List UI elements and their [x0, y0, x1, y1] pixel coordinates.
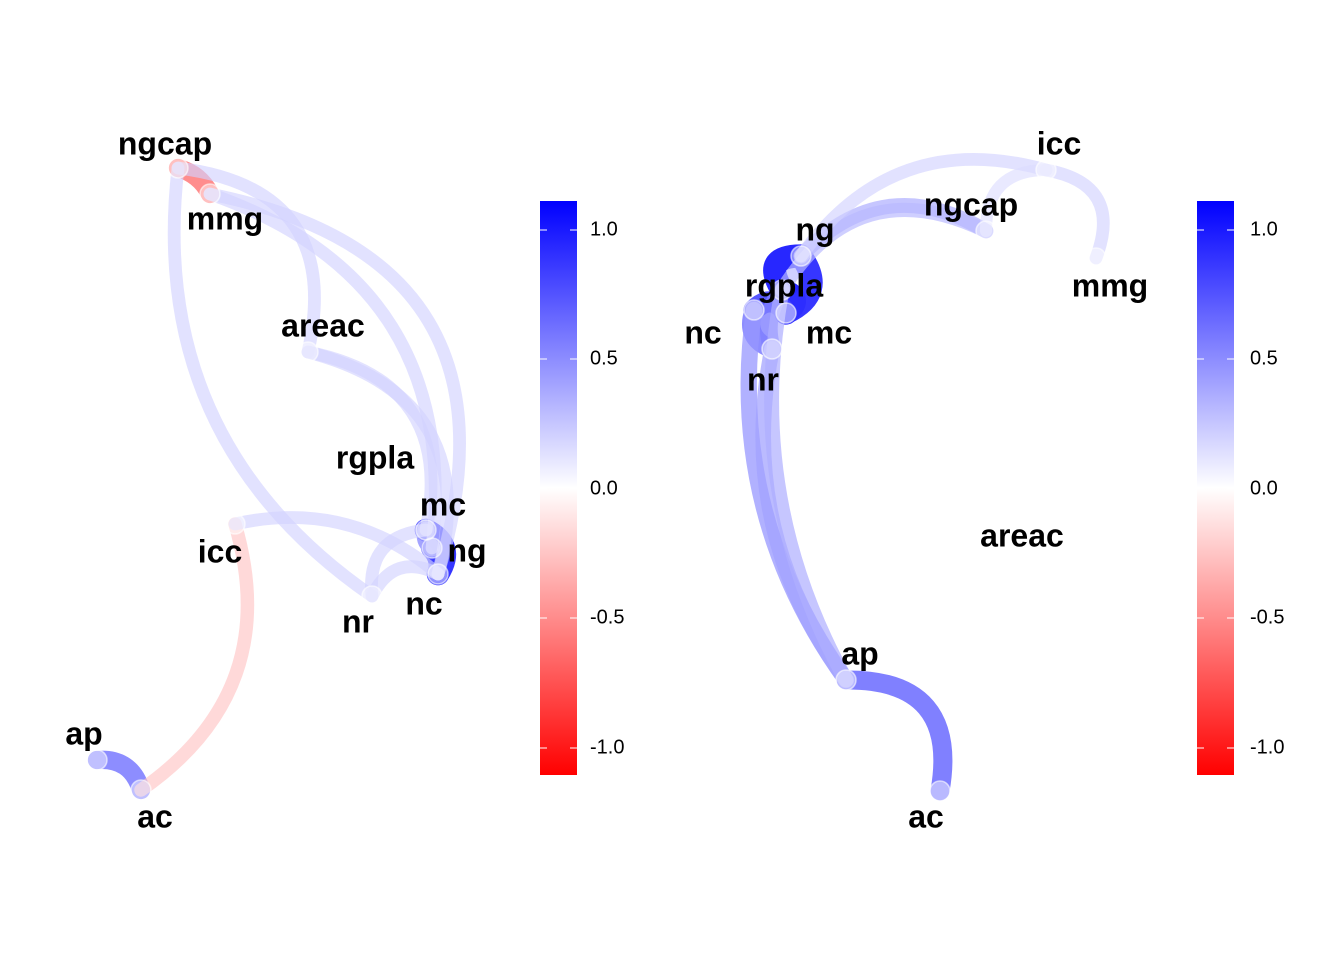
node-ngcap [167, 157, 189, 179]
node-mc [775, 302, 797, 324]
colorbar-tick-label: -0.5 [1250, 606, 1284, 628]
edge-layer [87, 158, 466, 800]
node-label-nr: nr [342, 603, 374, 639]
node-mc [415, 519, 437, 541]
edge-layer [740, 153, 1110, 801]
node-label-ngcap: ngcap [118, 125, 212, 161]
node-ac [130, 779, 152, 801]
colorbar-tick-label: 0.0 [590, 477, 618, 499]
node-areac [297, 341, 319, 363]
colorbar-tick-label: 1.0 [590, 218, 618, 240]
colorbar-tick-label: 0.0 [1250, 477, 1278, 499]
node-ngcap [975, 220, 997, 242]
node-label-mc: mc [806, 314, 852, 350]
colorbar-legend: 1.0 0.5 0.0 -0.5 -1.0 [540, 201, 624, 775]
node-ng [790, 245, 812, 267]
node-label-mmg: mmg [187, 200, 263, 236]
node-layer [743, 159, 1107, 802]
colorbar-tick-label: -1.0 [1250, 736, 1284, 758]
node-label-mmg: mmg [1072, 267, 1148, 303]
node-label-mc: mc [420, 486, 466, 522]
edge-ap-ac [836, 670, 953, 801]
colorbar-tick-label: 0.5 [590, 347, 618, 369]
edge-icc-mmg [1039, 163, 1110, 265]
edge-mmg-nc [203, 187, 442, 555]
node-nc [421, 537, 443, 559]
node-label-nc: nc [684, 314, 721, 350]
node-label-ap: ap [65, 715, 102, 751]
edge-ng-icc [794, 153, 1053, 263]
node-label-ng: ng [795, 211, 834, 247]
colorbar-tick-label: -1.0 [590, 736, 624, 758]
colorbar-legend: 1.0 0.5 0.0 -0.5 -1.0 [1197, 201, 1284, 775]
node-label-ac: ac [908, 798, 944, 834]
colorbar-tick-label: -0.5 [590, 606, 624, 628]
node-label-rgpla: rgpla [745, 267, 823, 303]
node-label-nr: nr [747, 361, 779, 397]
node-label-rgpla: rgpla [336, 439, 414, 475]
node-label-icc: icc [1037, 125, 1081, 161]
node-ap [835, 669, 857, 691]
node-nr [361, 585, 383, 607]
node-label-ng: ng [447, 532, 486, 568]
node-label-areac: areac [980, 517, 1064, 553]
colorbar-gradient [540, 201, 577, 775]
node-mmg [1085, 247, 1107, 269]
node-nc [743, 299, 765, 321]
colorbar-tick-label: 1.0 [1250, 218, 1278, 240]
node-mmg [199, 183, 221, 205]
edge-icc-ng [228, 511, 445, 581]
edge-mmg-ng [203, 187, 466, 581]
colorbar-gradient [1197, 201, 1234, 775]
edge-ngcap-nr [167, 161, 379, 603]
node-ng [427, 563, 449, 585]
node-ap [86, 749, 108, 771]
node-ac [929, 780, 951, 802]
colorbar-tick-label: 0.5 [1250, 347, 1278, 369]
node-icc [1035, 159, 1057, 181]
edge-ngcap-icc [979, 163, 1053, 238]
edge-icc-ac [134, 517, 255, 797]
node-label-areac: areac [281, 307, 365, 343]
node-label-nc: nc [405, 585, 442, 621]
node-label-ac: ac [137, 798, 173, 834]
edge-rgpla-ap [764, 282, 854, 688]
node-layer [86, 157, 449, 801]
node-rgpla [771, 279, 793, 301]
node-label-ap: ap [841, 635, 878, 671]
node-icc [224, 513, 246, 535]
node-label-icc: icc [198, 533, 242, 569]
node-nr [761, 338, 783, 360]
node-label-ngcap: ngcap [924, 186, 1018, 222]
